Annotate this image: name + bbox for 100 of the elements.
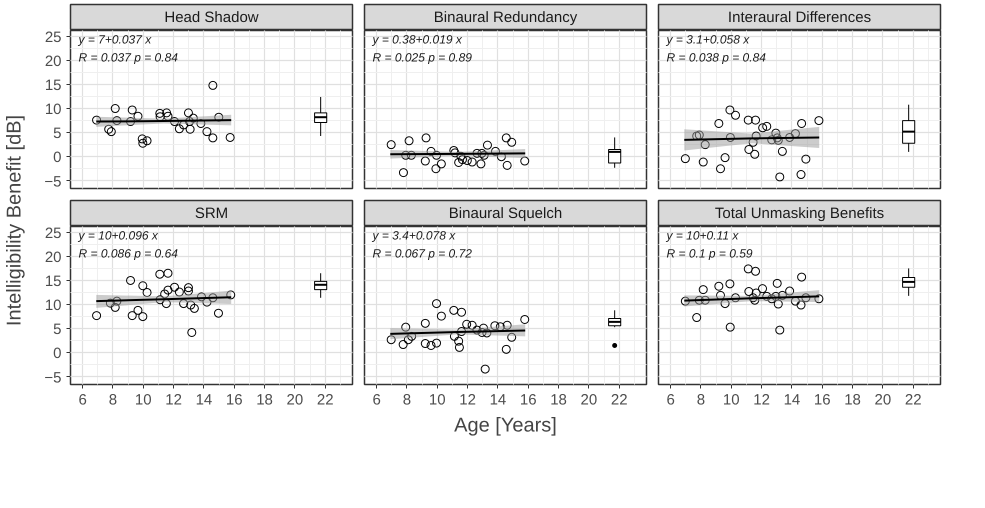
point [420,156,430,166]
point [432,299,442,308]
point [726,132,735,142]
point [752,288,761,298]
point [716,164,726,174]
point [138,134,147,144]
chart-title: Total Unmasking Benefits [714,205,884,222]
point [163,112,172,121]
point [436,159,446,168]
point [744,287,754,296]
point [431,164,440,174]
point [386,140,396,150]
point [449,306,458,315]
y-tick-label: 15 [44,76,62,94]
point [170,117,180,126]
y-tick-label: −5 [44,369,62,386]
annotation: y = 0.38+0.019 x [372,32,463,46]
point [700,296,710,305]
point [432,150,442,160]
point [156,295,165,304]
point [801,154,810,164]
x-tick-label: 12 [753,392,770,408]
point [142,136,152,146]
point [202,298,212,307]
point [478,328,486,337]
point [468,320,477,330]
point [744,144,754,154]
annotation: R = 0.067 p = 0.72 [372,246,472,260]
point [401,322,410,332]
point [401,150,410,160]
point [196,292,206,302]
y-tick-label: 20 [44,52,62,70]
x-tick-label: 16 [226,392,243,408]
point [187,328,196,337]
point [454,158,464,167]
point [126,117,136,126]
point [694,296,704,305]
point [126,276,136,285]
point [520,156,530,166]
x-tick-label: 20 [874,392,892,408]
annotation: R = 0.038 p = 0.84 [666,50,766,64]
point [420,339,430,348]
annotation: R = 0.037 p = 0.84 [78,50,178,64]
point [750,150,760,159]
point [797,118,806,128]
point [163,268,172,278]
point [480,364,490,374]
x-tick-label: 8 [108,392,118,408]
x-axis-title: Age [Years] [454,414,557,436]
x-tick-label: 10 [134,392,152,408]
point [731,293,740,302]
point [752,132,761,140]
y-tick-label: 15 [44,272,62,290]
point [162,108,172,118]
point [680,296,690,306]
x-tick-label: 22 [316,392,334,408]
point [106,298,115,308]
point [472,326,482,335]
point [104,124,114,134]
point [482,140,492,150]
point [188,114,198,123]
x-tick-label: 18 [256,392,273,408]
point [698,285,708,294]
point [456,152,466,161]
x-tick-label: 16 [814,392,831,408]
point [155,108,164,118]
point [774,136,783,145]
point [714,282,724,291]
point [774,300,783,309]
x-tick-label: 20 [580,392,598,408]
point [92,311,102,320]
point [476,159,486,168]
chart-title: Binaural Redundancy [434,9,578,26]
point [226,132,235,142]
point [196,118,206,128]
point [179,299,188,308]
point [208,293,218,302]
point [398,340,408,350]
point [750,296,760,305]
point [110,302,120,312]
annotation: y = 7+0.037 x [78,32,152,46]
point [160,289,170,298]
point [767,135,776,144]
point [138,138,148,148]
y-tick-label: −5 [44,173,62,190]
y-tick-label: 10 [44,101,62,118]
point [726,322,735,332]
point [771,292,780,301]
x-tick-label: 12 [165,392,182,408]
point [202,127,212,136]
point [748,293,758,302]
point [449,146,458,155]
point [502,320,512,330]
point [479,324,488,333]
point [128,311,137,320]
point [692,313,702,322]
point [170,282,180,292]
annotation: y = 3.1+0.058 x [666,32,750,46]
point [758,123,768,132]
point [420,318,430,328]
